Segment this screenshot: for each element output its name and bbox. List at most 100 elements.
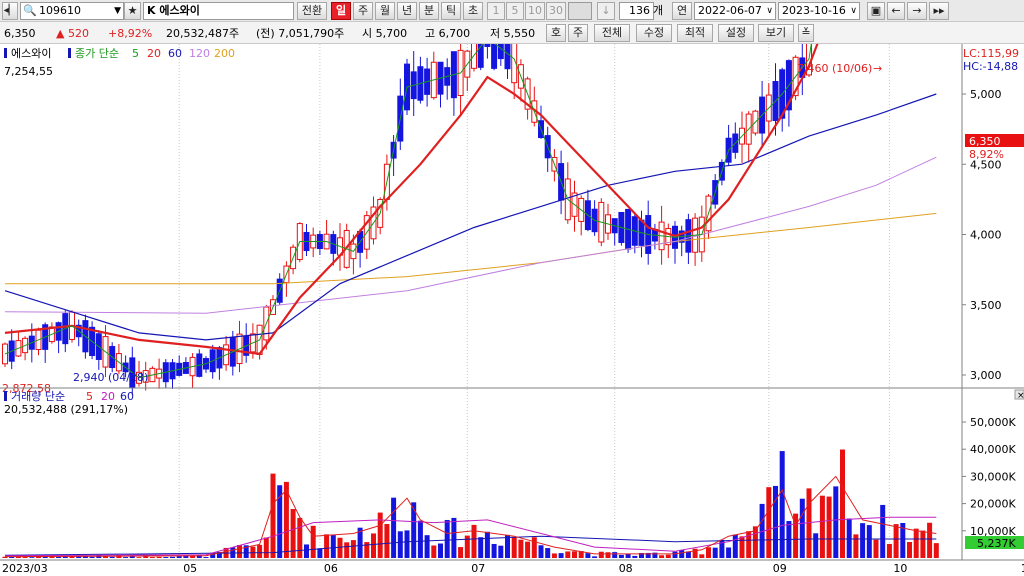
scroll-left-icon[interactable]: ← (887, 2, 905, 20)
prev-stock-arrow-icon[interactable]: ◂▏ (2, 2, 18, 20)
vol-ma20-legend: 20 (101, 390, 115, 403)
period-day-tab[interactable]: 일 (331, 2, 351, 20)
period-year-tab[interactable]: 년 (397, 2, 417, 20)
volume-bar (364, 542, 370, 558)
favorite-star-icon[interactable]: ★ (124, 2, 141, 20)
download-arrow-icon[interactable]: ↓ (597, 2, 615, 20)
volume-bar (304, 544, 309, 558)
view-menu-button[interactable]: 보기 (758, 24, 794, 42)
interval-1-button[interactable]: 1 (487, 2, 505, 20)
interval-5-button[interactable]: 5 (506, 2, 524, 20)
volume-bar (806, 488, 812, 558)
period-tick-tab[interactable]: 틱 (441, 2, 461, 20)
toggle-view-button[interactable]: 전환 (297, 2, 327, 20)
high-price: 고 6,700 (425, 27, 471, 40)
volume-bar (672, 551, 678, 558)
interval-30-button[interactable]: 30 (546, 2, 566, 20)
volume-bar (391, 497, 397, 558)
volume-bar (129, 556, 135, 558)
volume-bar (270, 473, 276, 558)
pin-icon[interactable]: ≚ (798, 24, 814, 42)
close-volume-panel-icon[interactable] (1014, 389, 1024, 400)
adjust-menu-button[interactable]: 수정 (636, 24, 672, 42)
interval-10-button[interactable]: 10 (525, 2, 545, 20)
stock-name-field[interactable]: K 에스와이 (143, 2, 294, 20)
start-date-input[interactable]: 2022-06-07 ∨ (694, 2, 776, 20)
date-axis-label: 07 (471, 562, 485, 575)
volume-bar (793, 513, 799, 558)
candle-body (491, 44, 498, 69)
close-x-icon[interactable]: × (1017, 391, 1024, 401)
ma120-line (4, 156, 937, 314)
volume-bar (531, 537, 537, 558)
ma200-legend: 200 (214, 47, 235, 60)
volume-bar (290, 509, 296, 558)
scroll-right-icon[interactable]: → (907, 2, 927, 20)
order-button[interactable]: 주 (568, 24, 588, 42)
date-range-toggle[interactable]: 연 (672, 2, 692, 20)
volume-axis-label: 20,000K (970, 498, 1016, 511)
interval-custom-input[interactable] (568, 2, 592, 20)
optimize-menu-button[interactable]: 최적 (677, 24, 713, 42)
volume-bar (659, 555, 665, 558)
stock-chart[interactable]: 7,0006,5006,0005,5005,0004,5004,0003,500… (0, 44, 1024, 576)
volume-bar (196, 554, 202, 558)
current-price-label: 6,350 (969, 135, 1001, 148)
high-annotation: 7,460 (10/06) (797, 62, 872, 75)
volume-bar (330, 535, 336, 558)
hc-label: HC:-14,88 (963, 60, 1018, 73)
previous-volume: (전) 7,051,790주 (256, 27, 345, 40)
volume-bar (417, 520, 423, 558)
volume-bar (123, 557, 129, 558)
candle-body (504, 44, 511, 70)
candle-count-input[interactable]: 136 (619, 2, 654, 20)
volume-bar (907, 541, 912, 558)
settings-menu-button[interactable]: 설정 (718, 24, 754, 42)
scroll-end-icon[interactable]: ▸▸ (929, 2, 949, 20)
volume-bar (645, 552, 651, 558)
volume-bar (317, 548, 323, 558)
volume-bar (411, 502, 417, 558)
volume-bar (578, 551, 584, 558)
dropdown-arrow-icon[interactable]: ▼ (114, 6, 121, 16)
volume-bar (297, 517, 303, 558)
all-menu-button[interactable]: 전체 (594, 24, 630, 42)
volume-axis-label: 40,000K (970, 443, 1016, 456)
ma5-line (4, 44, 812, 379)
volume-bar (36, 556, 41, 558)
quote-button[interactable]: 호 (546, 24, 566, 42)
period-minute-tab[interactable]: 분 (419, 2, 439, 20)
volume-panel[interactable]: 50,000K 40,000K 30,000K 20,000K 10,000K5,237… (2, 416, 1024, 558)
volume-bar (263, 537, 269, 558)
volume-bar (438, 543, 443, 558)
period-month-tab[interactable]: 월 (375, 2, 395, 20)
volume-bar (639, 552, 644, 558)
volume-bar (62, 556, 68, 558)
stock-code-input[interactable]: 🔍 109610 ▼ (20, 2, 124, 20)
price-axis-label: 3,500 (970, 299, 1002, 312)
period-week-tab[interactable]: 주 (353, 2, 373, 20)
end-date-input[interactable]: 2023-10-16 ∨ (778, 2, 860, 20)
price-panel[interactable]: 7,0006,5006,0005,5005,0004,5004,0003,500… (0, 44, 1024, 560)
volume-bar (706, 547, 711, 558)
volume-bar (612, 552, 618, 558)
volume-bar (886, 543, 892, 558)
volume-bar (773, 485, 778, 558)
candle-body (2, 343, 8, 365)
vol-ma20-line (4, 516, 937, 557)
calendar-chevron-icon[interactable]: ∨ (766, 6, 773, 16)
volume-bar (598, 551, 604, 558)
volume-bar (357, 527, 363, 558)
volume-bar (170, 556, 175, 558)
calendar-chevron-icon[interactable]: ∨ (850, 6, 857, 16)
volume-bar (712, 547, 718, 558)
volume-bar (873, 539, 879, 558)
volume-bar (511, 537, 517, 558)
period-second-tab[interactable]: 초 (463, 2, 483, 20)
save-icon[interactable]: ▣ (867, 2, 885, 20)
series-marker-icon (4, 48, 7, 58)
volume-bar (377, 512, 383, 558)
volume-bar (210, 552, 216, 558)
current-volume-label: 5,237K (977, 537, 1016, 550)
date-axis-label: 2023/03 (2, 562, 48, 575)
